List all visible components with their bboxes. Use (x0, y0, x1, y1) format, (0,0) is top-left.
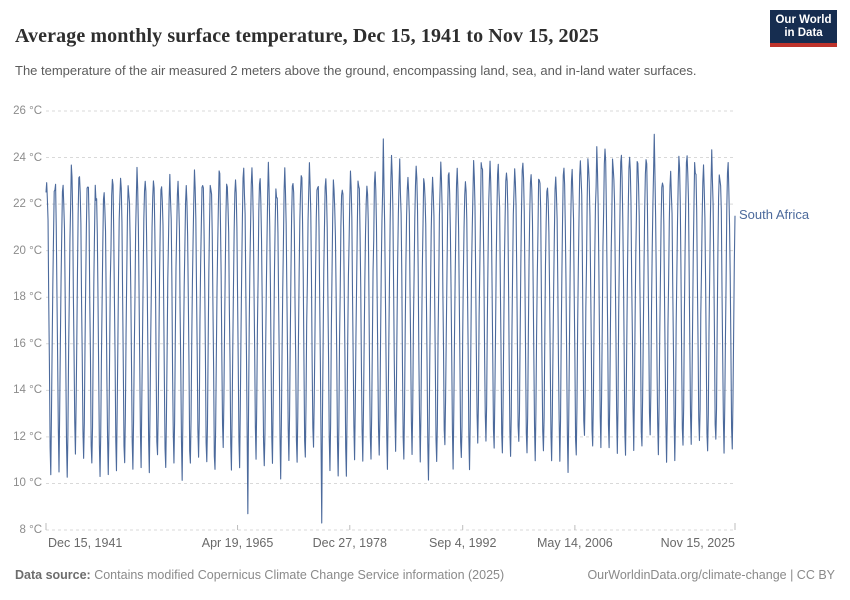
y-tick-label-6: 20 °C (13, 244, 42, 257)
y-tick-label-4: 16 °C (13, 337, 42, 350)
y-tick-label-1: 10 °C (13, 477, 42, 490)
y-tick-label-7: 22 °C (13, 198, 42, 211)
y-tick-label-3: 14 °C (13, 384, 42, 397)
chart-footer: Data source: Contains modified Copernicu… (15, 568, 835, 582)
x-tick-label-4: May 14, 2006 (537, 536, 613, 550)
owid-logo[interactable]: Our World in Data (770, 10, 837, 47)
x-tick-label-1: Apr 19, 1965 (201, 536, 274, 550)
data-source-value: Contains modified Copernicus Climate Cha… (90, 568, 505, 582)
x-tick-label-2: Dec 27, 1978 (312, 536, 387, 550)
y-tick-label-5: 18 °C (13, 291, 42, 304)
page-title: Average monthly surface temperature, Dec… (15, 25, 599, 48)
x-tick-label-0: Dec 15, 1941 (48, 536, 123, 550)
x-tick-label-3: Sep 4, 1992 (428, 536, 497, 550)
y-tick-label-8: 24 °C (13, 151, 42, 164)
temperature-line[interactable] (45, 133, 736, 524)
credit-text: OurWorldinData.org/climate-change | CC B… (587, 568, 835, 582)
y-tick-label-0: 8 °C (19, 524, 43, 536)
y-tick-label-2: 12 °C (13, 430, 42, 443)
y-tick-label-9: 26 °C (13, 105, 42, 117)
owid-logo-line2: in Data (784, 26, 823, 39)
x-tick-label-5: Nov 15, 2025 (660, 536, 735, 550)
series-label: South Africa (739, 206, 810, 222)
data-source-text: Data source: Contains modified Copernicu… (15, 568, 504, 582)
chart-subtitle: The temperature of the air measured 2 me… (15, 63, 697, 78)
owid-logo-line1: Our World (775, 13, 832, 26)
data-source-label: Data source: (15, 568, 91, 582)
